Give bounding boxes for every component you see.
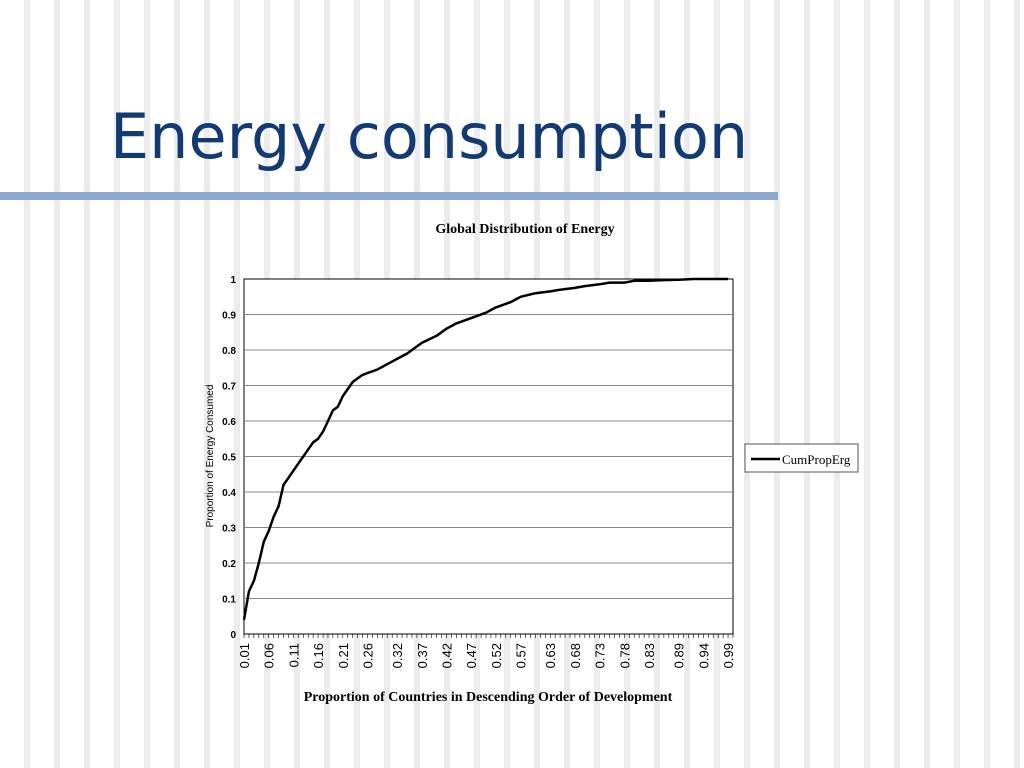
x-tick-label: 0.73: [593, 643, 608, 668]
y-axis-title: Proportion of Energy Consumed: [205, 385, 216, 528]
y-tick-label: 0.5: [222, 453, 236, 464]
y-tick-label: 0: [230, 630, 236, 641]
title-divider: [0, 192, 778, 200]
gridlines: [244, 314, 733, 599]
y-tick-label: 0.2: [222, 559, 236, 570]
x-tick-label: 0.94: [696, 643, 711, 668]
y-tick-label: 0.8: [222, 346, 236, 357]
x-tick-label: 0.83: [642, 643, 657, 668]
legend: CumPropErg: [744, 443, 859, 473]
x-tick-label: 0.01: [237, 643, 252, 668]
x-tick-label: 0.47: [464, 643, 479, 668]
x-axis-title: Proportion of Countries in Descending Or…: [304, 690, 673, 705]
x-axis-ticks: 0.01 0.06 0.11 0.16 0.21 0.26 0.32 0.37 0.42 0.47…: [237, 643, 736, 668]
x-axis-tick-marks: [243, 634, 734, 638]
y-tick-label: 0.1: [222, 595, 236, 606]
x-tick-label: 0.68: [568, 643, 583, 668]
x-tick-label: 0.32: [390, 643, 405, 668]
x-tick-label: 0.37: [415, 643, 430, 668]
x-tick-label: 0.63: [543, 643, 558, 668]
series-lines: [242, 277, 729, 621]
slide-title: Energy consumption: [110, 100, 749, 173]
chart-title: Global Distribution of Energy: [435, 222, 614, 237]
x-tick-label: 0.11: [286, 643, 301, 667]
x-tick-label: 0.78: [617, 643, 632, 668]
y-tick-label: 0.3: [222, 524, 236, 535]
x-tick-label: 0.06: [262, 643, 277, 668]
x-tick-label: 0.26: [360, 643, 375, 668]
x-tick-label: 0.21: [336, 643, 351, 668]
x-tick-label: 0.89: [672, 643, 687, 668]
x-tick-label: 0.16: [311, 643, 326, 668]
y-tick-label: 1: [230, 275, 236, 286]
x-tick-label: 0.42: [440, 643, 455, 668]
x-tick-label: 0.99: [721, 643, 736, 668]
x-tick-label: 0.57: [514, 643, 529, 668]
y-axis-ticks: 0 0.1 0.2 0.3 0.4 0.5 0.6 0.7 0.8 0.9 1: [222, 275, 236, 641]
x-tick-label: 0.52: [489, 643, 504, 668]
y-tick-label: 0.9: [222, 311, 236, 322]
y-tick-label: 0.4: [222, 488, 236, 499]
y-tick-label: 0.6: [222, 417, 236, 428]
legend-label: CumPropErg: [782, 452, 851, 467]
y-tick-label: 0.7: [222, 382, 236, 393]
series-line-cumproperg: [242, 277, 729, 621]
